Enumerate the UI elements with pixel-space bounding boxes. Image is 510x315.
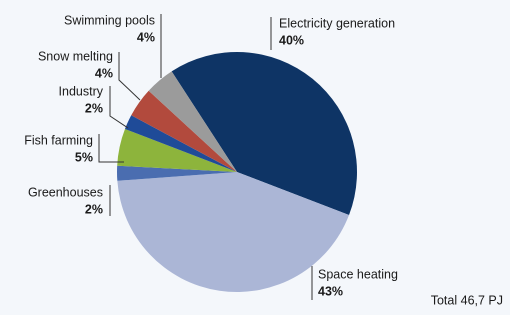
slice-label: Snow melting	[38, 49, 113, 63]
slice-value-label: 4%	[95, 66, 113, 80]
slice-label: Electricity generation	[279, 16, 395, 30]
slice-label: Fish farming	[24, 133, 93, 147]
leader-line	[109, 86, 129, 129]
leader-line	[118, 52, 141, 101]
slice-value-label: 43%	[318, 284, 343, 298]
slice-value-label: 2%	[85, 101, 103, 115]
slice-value-label: 40%	[279, 33, 304, 47]
slice-value-label: 4%	[137, 30, 155, 44]
pie-slice	[148, 71, 237, 172]
slice-label: Greenhouses	[28, 185, 103, 199]
slice-value-label: 5%	[75, 150, 93, 164]
pie-slice	[117, 165, 237, 181]
slice-label: Space heating	[318, 267, 398, 281]
pie-slice	[124, 115, 237, 172]
pie-slice	[171, 51, 358, 216]
total-annotation: Total 46,7 PJ	[431, 293, 503, 307]
leader-line	[98, 134, 124, 163]
slice-label: Swimming pools	[64, 13, 155, 27]
slice-label: Industry	[59, 84, 104, 98]
pie-slice	[131, 90, 237, 172]
pie-slice	[117, 128, 237, 172]
pie-slice	[117, 172, 350, 293]
slice-value-label: 2%	[85, 202, 103, 216]
